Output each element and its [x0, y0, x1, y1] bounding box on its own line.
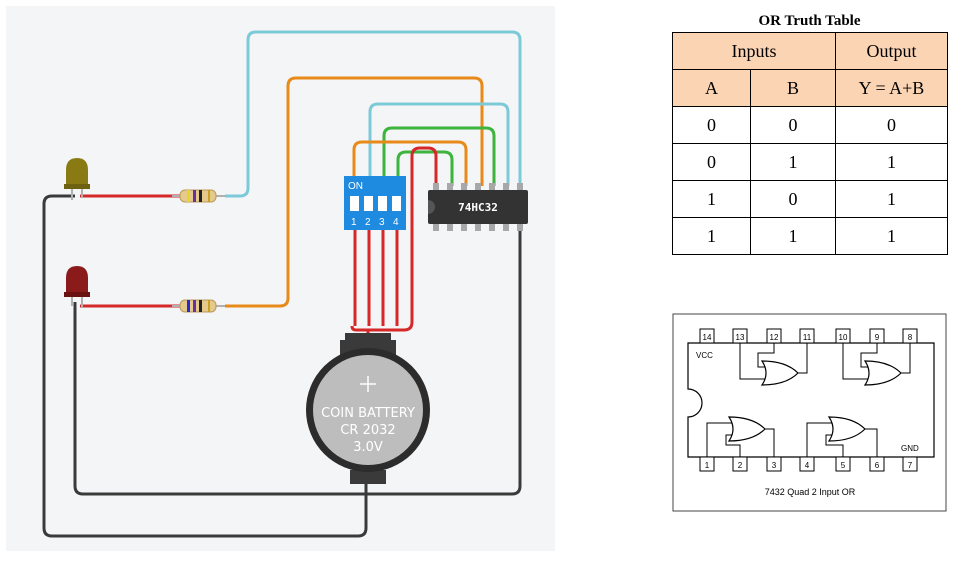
green-wire-switch-3: [382, 126, 496, 186]
table-cell: 1: [750, 217, 836, 255]
table-cell: 1: [835, 217, 948, 255]
table-cell: 0: [672, 143, 751, 181]
table-cell: 1: [750, 143, 836, 181]
black-wire-inner: [73, 222, 522, 496]
circuit-board-background: [6, 6, 555, 551]
truth-table: Inputs Output A B Y = A+B 0 0 0 0 1 1 1 …: [672, 32, 948, 255]
pinout-frame: [672, 313, 947, 512]
pin-6: 6: [875, 461, 880, 470]
dip-number-1: 1: [351, 217, 357, 228]
dip-number-3: 3: [379, 217, 385, 228]
bottom-pin-boxes: [699, 456, 918, 472]
battery-label-line-2: CR 2032: [340, 423, 395, 438]
table-cell: 0: [750, 180, 836, 218]
pinout-chip-body: [687, 342, 935, 458]
coin-battery[interactable]: COIN BATTERY CR 2032 3.0V: [306, 333, 430, 484]
green-wire-switch-4: [396, 150, 454, 186]
table-cell: 0: [835, 106, 948, 144]
led-red[interactable]: [64, 266, 90, 308]
or-gate-1: [760, 360, 799, 386]
or-gate-4: [827, 416, 866, 442]
pin-11: 11: [803, 333, 812, 342]
column-header-b: B: [750, 69, 836, 107]
pin-2: 2: [738, 461, 743, 470]
table-row: 0 0 0: [672, 106, 948, 144]
table-cell: 1: [672, 180, 751, 218]
column-header-y: Y = A+B: [835, 69, 948, 107]
chip-label: 74HC32: [458, 201, 498, 214]
table-row: 1 0 1: [672, 180, 948, 218]
pin-1: 1: [705, 461, 710, 470]
table-cell: 1: [672, 217, 751, 255]
gate-wiring: [706, 343, 911, 457]
battery-label-line-1: COIN BATTERY: [321, 406, 415, 421]
pin-3: 3: [772, 461, 777, 470]
dip-toggle-4[interactable]: [392, 196, 401, 211]
pin-8: 8: [908, 333, 913, 342]
led-yellow[interactable]: [64, 158, 90, 200]
dip-number-4: 4: [393, 217, 399, 228]
or-gate-shapes: [727, 360, 902, 442]
output-header: Output: [835, 32, 948, 70]
dip-switch-on-label: ON: [348, 181, 363, 192]
blue-wire-switch-2: [368, 102, 510, 186]
table-cell: 0: [672, 106, 751, 144]
battery-label-line-3: 3.0V: [353, 440, 383, 455]
ic-7432-pinout-diagram: 14 13 12 11 10 9 8 1 2 3 4 5 6 7 VCC GND: [672, 313, 947, 512]
truth-table-panel: OR Truth Table Inputs Output A B Y = A+B…: [672, 10, 948, 255]
orange-wire-output-2: [225, 76, 484, 308]
table-cell: 1: [835, 143, 948, 181]
pin-5: 5: [841, 461, 846, 470]
dip-toggle-1[interactable]: [350, 196, 359, 211]
vcc-label: VCC: [696, 351, 713, 360]
red-supply-wires: [350, 146, 438, 332]
pinout-caption: 7432 Quad 2 Input OR: [765, 487, 856, 497]
dip-toggle-2[interactable]: [364, 196, 373, 211]
ic-chip-74hc32[interactable]: 74HC32: [428, 183, 528, 231]
top-pin-boxes: [699, 328, 918, 344]
table-cell: 1: [835, 180, 948, 218]
pin-9: 9: [875, 333, 880, 342]
pin-4: 4: [805, 461, 810, 470]
pin-14: 14: [703, 333, 712, 342]
dip-number-2: 2: [365, 217, 371, 228]
resistor-2[interactable]: [179, 299, 217, 313]
table-cell: 0: [750, 106, 836, 144]
or-gate-2: [863, 360, 902, 386]
pin-12: 12: [770, 333, 779, 342]
table-row: 1 1 1: [672, 217, 948, 255]
blue-wire-output-1: [225, 30, 522, 198]
or-gate-3: [727, 416, 766, 442]
orange-wire-switch-1: [352, 140, 468, 186]
resistor-1[interactable]: [179, 189, 217, 203]
inputs-header: Inputs: [672, 32, 836, 70]
truth-table-title: OR Truth Table: [758, 13, 861, 29]
circuit-diagram: ON 1 2 3 4 74HC32 COIN BA: [6, 6, 555, 551]
table-row: 0 1 1: [672, 143, 948, 181]
dip-switch[interactable]: ON 1 2 3 4: [344, 176, 406, 230]
dip-toggle-3[interactable]: [378, 196, 387, 211]
pin-7: 7: [908, 461, 913, 470]
black-wire-outer: [42, 194, 368, 538]
gnd-label: GND: [901, 444, 919, 453]
column-header-a: A: [672, 69, 751, 107]
pin-13: 13: [736, 333, 745, 342]
pin-10: 10: [839, 333, 848, 342]
